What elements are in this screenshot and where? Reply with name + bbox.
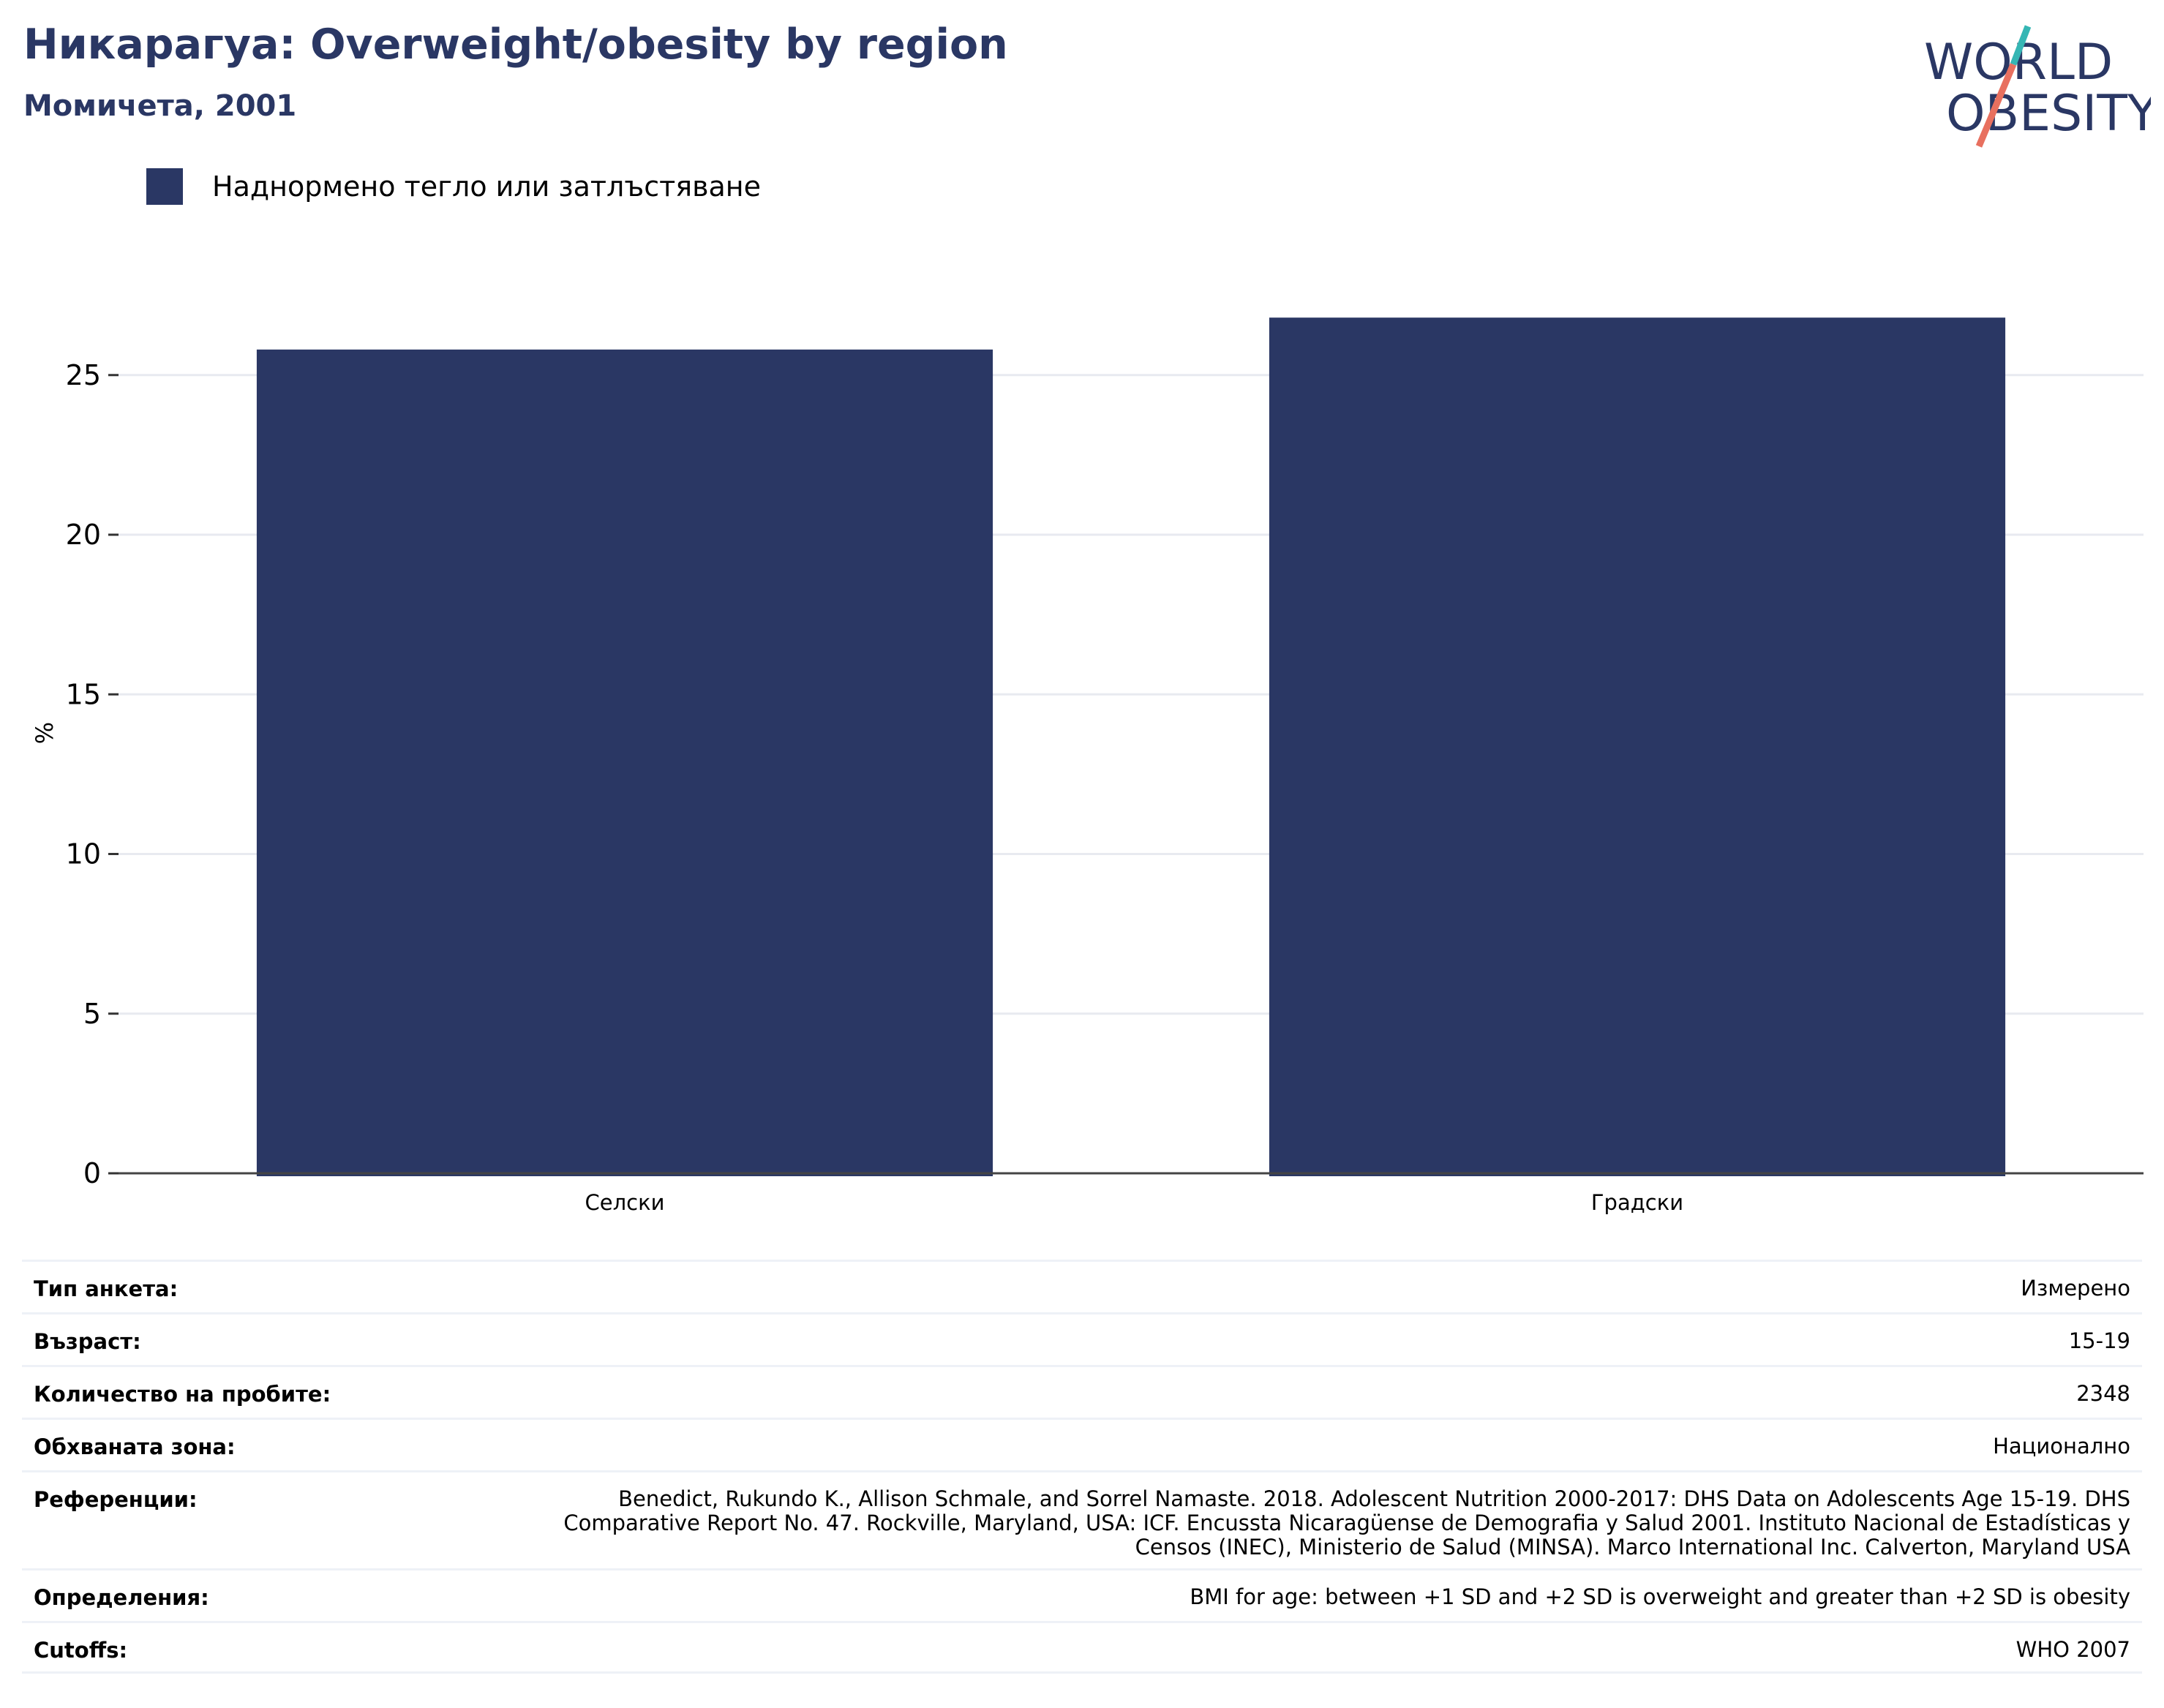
y-tick-label: 10 bbox=[66, 838, 101, 870]
world-obesity-logo: WORLD OBESITY bbox=[1924, 25, 2151, 148]
meta-value: BMI for age: between +1 SD and +2 SD is … bbox=[1190, 1584, 2130, 1609]
meta-label: Обхваната зона: bbox=[34, 1434, 236, 1459]
meta-row-age: Възраст: 15-19 bbox=[22, 1312, 2142, 1365]
legend-swatch bbox=[146, 168, 183, 205]
meta-row-definitions: Определения: BMI for age: between +1 SD … bbox=[22, 1568, 2142, 1621]
meta-label: Възраст: bbox=[34, 1329, 141, 1354]
y-tick-label: 0 bbox=[83, 1157, 101, 1189]
bar-2 bbox=[1269, 317, 2006, 1176]
y-tick-label: 20 bbox=[66, 519, 101, 551]
y-tick-label: 15 bbox=[66, 678, 101, 710]
meta-label: Референции: bbox=[34, 1487, 198, 1512]
meta-row-coverage: Обхваната зона: Национално bbox=[22, 1418, 2142, 1470]
bar-1 bbox=[256, 349, 993, 1176]
meta-label: Cutoffs: bbox=[34, 1638, 128, 1663]
logo-slash-top bbox=[2010, 25, 2032, 66]
meta-value: Измерено bbox=[2021, 1276, 2130, 1301]
survey-metadata-table: Тип анкета: Измерено Възраст: 15-19 Коли… bbox=[22, 1260, 2142, 1674]
chart-legend: Наднормено тегло или затлъстяване bbox=[146, 168, 761, 205]
meta-row-references: Референции: Benedict, Rukundo K., Alliso… bbox=[22, 1470, 2142, 1568]
meta-label: Тип анкета: bbox=[34, 1276, 179, 1301]
y-tick-label: 5 bbox=[83, 998, 101, 1030]
meta-label: Определения: bbox=[34, 1585, 209, 1610]
x-tick-label: Градски bbox=[1591, 1190, 1683, 1215]
y-axis-label: % bbox=[31, 722, 59, 744]
meta-value: Benedict, Rukundo K., Allison Schmale, a… bbox=[563, 1486, 2130, 1560]
meta-row-survey-type: Тип анкета: Измерено bbox=[22, 1260, 2142, 1312]
meta-value: 2348 bbox=[2076, 1381, 2130, 1406]
bar-chart: 0 5 10 15 20 25% Селски Градски bbox=[31, 317, 2144, 1215]
meta-label: Количество на пробите: bbox=[34, 1382, 331, 1407]
page-title: Никарагуа: Overweight/obesity by region bbox=[23, 20, 1008, 69]
meta-value: 15-19 bbox=[2068, 1328, 2130, 1353]
page-subtitle: Момичета, 2001 bbox=[23, 89, 297, 123]
logo-slash-bottom bbox=[1975, 63, 2017, 148]
logo-text-obesity: OBESITY bbox=[1946, 85, 2151, 143]
meta-row-sample-size: Количество на пробите: 2348 bbox=[22, 1365, 2142, 1418]
meta-value: WHO 2007 bbox=[2015, 1637, 2130, 1662]
legend-label: Наднормено тегло или затлъстяване bbox=[212, 170, 761, 203]
meta-value: Национално bbox=[1993, 1434, 2130, 1459]
meta-row-cutoffs: Cutoffs: WHO 2007 bbox=[22, 1621, 2142, 1674]
x-tick-label: Селски bbox=[585, 1190, 665, 1215]
y-tick-label: 25 bbox=[66, 359, 101, 391]
